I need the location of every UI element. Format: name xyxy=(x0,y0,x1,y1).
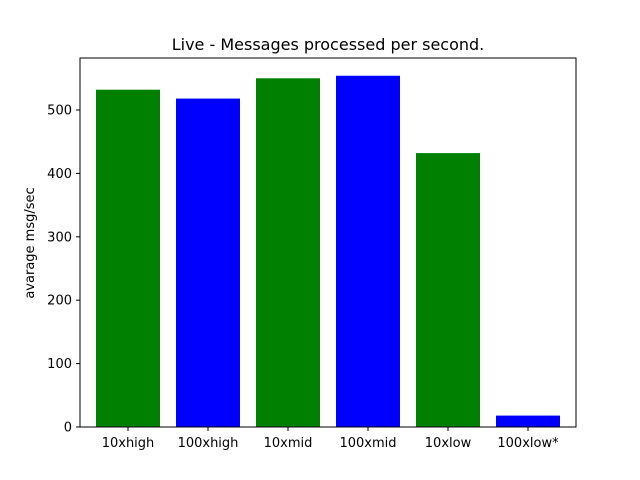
x-tick-label: 100xlow* xyxy=(497,436,559,451)
x-tick-label: 100xhigh xyxy=(178,436,239,451)
bar-100xmid xyxy=(336,75,400,428)
y-tick-label: 300 xyxy=(47,230,72,245)
y-tick-label: 200 xyxy=(47,294,72,309)
plot-frame xyxy=(79,57,577,428)
y-tick-label: 100 xyxy=(47,357,72,372)
x-tick-label: 100xmid xyxy=(339,436,396,451)
x-ticks-group: 10xhigh 100xhigh 10xmid 100xmid 10xlow 100xlo… xyxy=(102,427,559,451)
x-tick-label: 10xmid xyxy=(264,436,313,451)
y-tick-label: 0 xyxy=(64,421,72,436)
bars-group xyxy=(96,75,560,428)
bar-10xhigh xyxy=(96,89,160,427)
bar-10xlow xyxy=(416,153,480,427)
y-ticks-group: 0 100 200 300 400 500 xyxy=(47,103,80,436)
y-tick-label: 500 xyxy=(47,103,72,118)
chart-title: Live - Messages processed per second. xyxy=(172,35,485,54)
y-axis-label: avarage msg/sec xyxy=(23,187,38,298)
bar-100xlow xyxy=(496,415,560,427)
bar-10xmid xyxy=(256,78,320,427)
x-tick-label: 10xhigh xyxy=(102,436,155,451)
y-tick-label: 400 xyxy=(47,167,72,182)
bar-100xhigh xyxy=(176,98,240,427)
x-tick-label: 10xlow xyxy=(425,436,472,451)
